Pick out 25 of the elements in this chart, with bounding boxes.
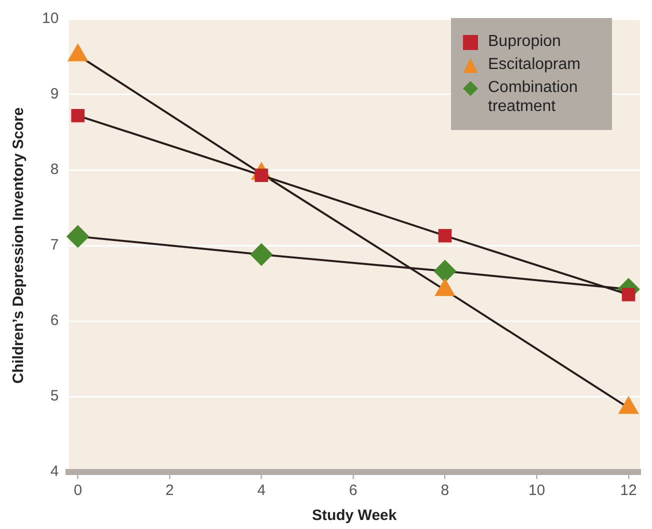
y-tick-label: 7	[50, 236, 59, 254]
y-tick-label: 10	[42, 10, 59, 28]
y-tick-label: 8	[50, 161, 59, 178]
y-axis-title: Children’s Depression Inventory Score	[10, 107, 28, 384]
y-tick-label: 5	[50, 388, 59, 405]
point	[66, 225, 89, 248]
point	[250, 244, 272, 266]
x-tick-label: 10	[528, 482, 546, 500]
x-tick-label: 6	[349, 482, 358, 500]
x-tick-label: 2	[165, 482, 174, 500]
y-tick-label: 9	[50, 86, 59, 103]
legend-label: Combination treatment	[488, 78, 579, 116]
legend-label: Escitalopram	[488, 55, 582, 74]
x-tick-label: 12	[620, 482, 637, 500]
x-tick-label: 4	[257, 482, 266, 500]
point	[434, 260, 456, 282]
point	[71, 108, 85, 122]
x-tick-label: 8	[440, 482, 450, 500]
x-tick-label: 0	[74, 482, 82, 500]
legend-label: Bupropion	[488, 32, 562, 51]
point	[438, 229, 452, 242]
x-axis-title: Study Week	[312, 507, 398, 524]
point	[622, 288, 636, 302]
y-tick-label: 6	[50, 312, 59, 330]
y-tick-label: 4	[50, 463, 59, 480]
